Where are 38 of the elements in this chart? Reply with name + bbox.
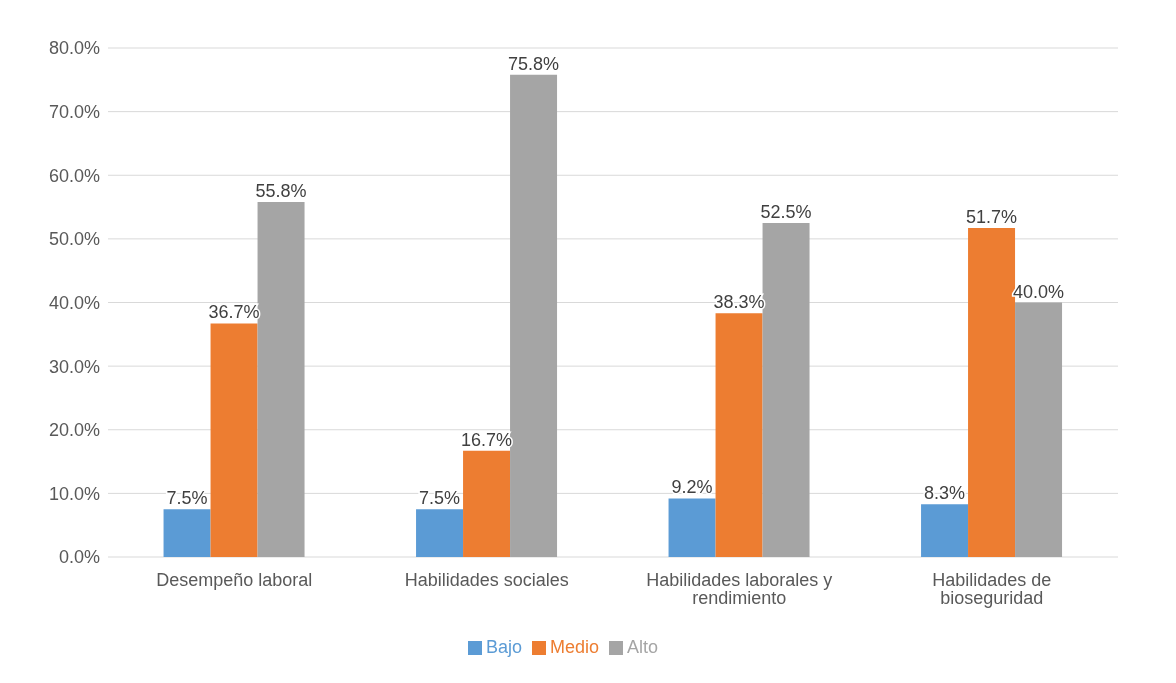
x-tick-label: Habilidades laborales y rendimiento — [646, 569, 833, 608]
bar — [210, 323, 258, 557]
bar — [163, 509, 211, 557]
data-label: 55.8% — [255, 180, 307, 201]
data-label: 9.2% — [671, 477, 713, 498]
y-tick-label: 0.0% — [58, 547, 100, 568]
y-tick-label: 20.0% — [48, 420, 100, 441]
data-label: 38.3% — [713, 292, 765, 313]
x-tick-label: Habilidades de bioseguridad — [932, 569, 1052, 608]
y-tick-label: 10.0% — [48, 483, 100, 504]
y-tick-label: 40.0% — [48, 292, 100, 313]
legend-label: Alto — [627, 637, 659, 657]
bar — [463, 450, 511, 557]
y-tick-label: 60.0% — [48, 165, 100, 186]
y-tick-label: 80.0% — [48, 38, 100, 59]
y-tick-label: 70.0% — [48, 102, 100, 123]
bar — [668, 498, 716, 557]
data-label: 7.5% — [419, 488, 461, 509]
x-tick-label: Desempeño laboral — [156, 569, 313, 590]
data-label: 75.8% — [508, 53, 560, 74]
data-label: 7.5% — [166, 488, 208, 509]
legend-label: Medio — [549, 637, 600, 657]
bar — [921, 504, 969, 557]
bar — [257, 201, 305, 557]
bar — [1015, 302, 1063, 557]
data-label: 8.3% — [924, 483, 966, 504]
data-label: 16.7% — [461, 429, 513, 450]
bar — [715, 313, 763, 557]
legend-label: Bajo — [485, 637, 522, 657]
data-label: 36.7% — [208, 302, 260, 323]
bar — [762, 222, 810, 557]
x-tick-label: Habilidades sociales — [404, 569, 569, 590]
y-tick-label: 30.0% — [48, 356, 100, 377]
y-tick-label: 50.0% — [48, 229, 100, 250]
data-label: 52.5% — [760, 201, 812, 222]
data-label: 51.7% — [966, 207, 1018, 228]
bar — [416, 509, 464, 557]
bar — [510, 74, 558, 557]
